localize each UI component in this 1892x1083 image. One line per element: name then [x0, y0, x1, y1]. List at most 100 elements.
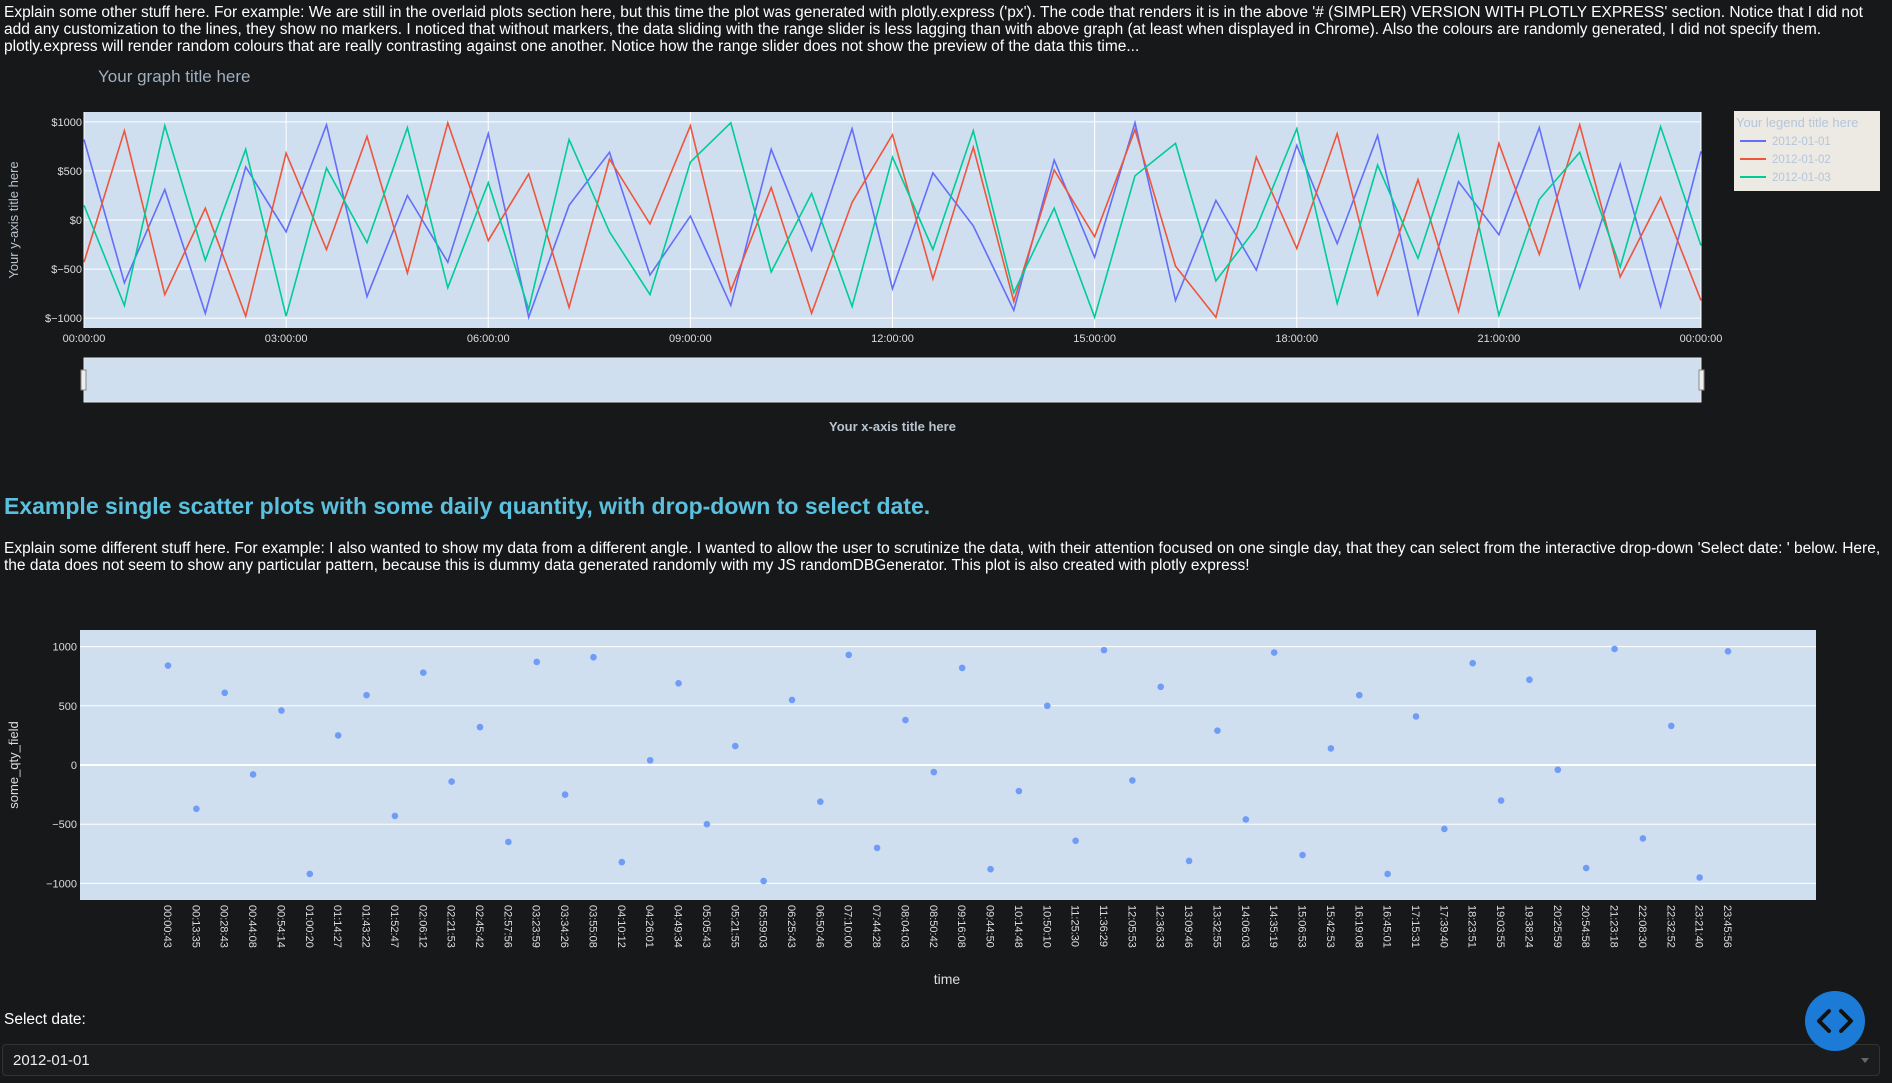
scatter-point [1185, 857, 1193, 865]
scatter-point [1497, 797, 1505, 804]
scatter-point [987, 865, 994, 873]
scatter-point [590, 653, 597, 661]
x-tick-label: 04:10:12 [615, 905, 627, 948]
scatter-point [1441, 825, 1448, 833]
x-tick-label: 05:05:43 [700, 905, 712, 948]
dropdown-arrow [1861, 1058, 1869, 1063]
y-tick-label: −500 [52, 819, 77, 831]
scatter-point [391, 812, 399, 820]
x-tick-label: 00:00:00 [1680, 333, 1723, 345]
x-tick-label: 03:23:59 [530, 905, 542, 948]
scatter-point [873, 844, 881, 852]
x-tick-label: 02:45:42 [473, 905, 485, 948]
scatter-point [1582, 864, 1590, 872]
y-axis-title: some_qty_field [6, 721, 21, 808]
x-tick-label: 00:00:43 [161, 905, 173, 948]
scatter-point [1214, 727, 1221, 734]
scatter-point [703, 820, 711, 828]
x-tick-label: 09:44:50 [984, 905, 996, 948]
x-tick-label: 12:00:00 [871, 333, 914, 345]
scatter-point [1072, 837, 1079, 845]
y-tick-label: 0 [71, 760, 77, 772]
x-tick-label: 01:43:22 [360, 905, 372, 948]
x-tick-label: 05:21:55 [728, 905, 740, 948]
scatter-point [533, 658, 541, 666]
x-tick-label: 20:25:59 [1551, 905, 1563, 948]
y-tick-label: $−500 [51, 264, 82, 276]
series-line [83, 119, 1702, 321]
x-tick-label: 02:57:56 [501, 905, 513, 948]
x-tick-label: 00:13:35 [189, 905, 201, 948]
x-tick-label: 01:14:27 [331, 905, 343, 948]
x-tick-label: 07:10:00 [842, 905, 854, 948]
x-tick-label: 01:52:47 [388, 905, 400, 948]
scatter-point [1696, 874, 1703, 881]
scatter-point [505, 838, 512, 846]
scatter-point [902, 716, 909, 724]
scatter-point [334, 732, 342, 739]
x-tick-label: 14:35:19 [1267, 905, 1279, 948]
x-tick-label: 12:36:33 [1154, 905, 1166, 948]
scatter-point [1412, 713, 1420, 720]
x-tick-label: 08:04:03 [898, 905, 910, 948]
x-tick-label: 00:00:00 [63, 333, 106, 345]
scatter-point [164, 662, 172, 669]
scatter-point [1384, 870, 1391, 878]
x-tick-label: 22:32:52 [1664, 905, 1676, 948]
y-tick-label: 1000 [53, 642, 77, 654]
scatter-point [193, 805, 200, 813]
x-tick-label: 06:00:00 [467, 333, 510, 345]
code-icon [1817, 1009, 1853, 1033]
scatter-point [278, 707, 285, 714]
dropdown-value: 2012-01-01 [13, 1052, 90, 1069]
scatter-point [1327, 745, 1335, 752]
x-tick-label: 13:09:46 [1182, 905, 1194, 948]
x-tick-label: 00:28:43 [218, 905, 230, 948]
legend-title: Your legend title here [1736, 115, 1858, 130]
scatter-point [845, 651, 853, 659]
scatter-point [618, 858, 626, 866]
x-tick-label: 12:05:53 [1125, 905, 1137, 948]
scatter-point [788, 696, 796, 704]
scatter-point [1469, 659, 1477, 667]
description-text: Explain some different stuff here. For e… [4, 540, 1881, 574]
intro-text: Explain some other stuff here. For examp… [4, 4, 1863, 55]
series-line [83, 120, 1702, 319]
scatter-point [760, 877, 767, 885]
x-tick-label: 05:59:03 [757, 905, 769, 948]
x-tick-label: 10:14:48 [1012, 905, 1024, 948]
x-tick-label: 09:00:00 [669, 333, 712, 345]
y-tick-label: $500 [58, 166, 82, 178]
x-tick-label: 23:45:56 [1721, 905, 1733, 948]
y-tick-label: $1000 [51, 117, 82, 129]
series-line [83, 121, 1702, 320]
x-axis-title: time [934, 971, 961, 987]
scatter-point [221, 689, 229, 697]
x-tick-label: 03:34:26 [558, 905, 570, 948]
scatter-point [1015, 787, 1023, 795]
x-tick-label: 08:50:42 [927, 905, 939, 948]
scatter-point [1667, 722, 1675, 730]
x-tick-label: 21:23:18 [1608, 905, 1620, 948]
chart-title: Your graph title here [98, 67, 250, 86]
legend-label: 2012-01-03 [1772, 172, 1831, 184]
code-toggle-button[interactable] [1805, 991, 1865, 1051]
scatter-point [561, 791, 569, 798]
slider-handle[interactable] [80, 369, 87, 391]
x-tick-label: 18:23:51 [1466, 905, 1478, 948]
range-slider[interactable] [83, 357, 1702, 403]
date-dropdown[interactable]: 2012-01-01 [2, 1044, 1880, 1076]
x-tick-label: 23:21:40 [1693, 905, 1705, 948]
x-tick-label: 04:26:01 [643, 905, 655, 948]
x-tick-label: 17:15:31 [1409, 905, 1421, 948]
slider-handle[interactable] [1698, 369, 1705, 391]
y-axis-title: Your y-axis title here [6, 161, 21, 278]
x-tick-label: 22:08:30 [1636, 905, 1648, 948]
scatter-point [675, 679, 682, 687]
x-tick-label: 16:45:01 [1381, 905, 1393, 948]
scatter-point [1043, 702, 1051, 710]
scatter-point [1299, 851, 1306, 859]
section-heading: Example single scatter plots with some d… [4, 493, 931, 519]
x-tick-label: 02:21:53 [445, 905, 457, 948]
scatter-point [817, 798, 824, 806]
